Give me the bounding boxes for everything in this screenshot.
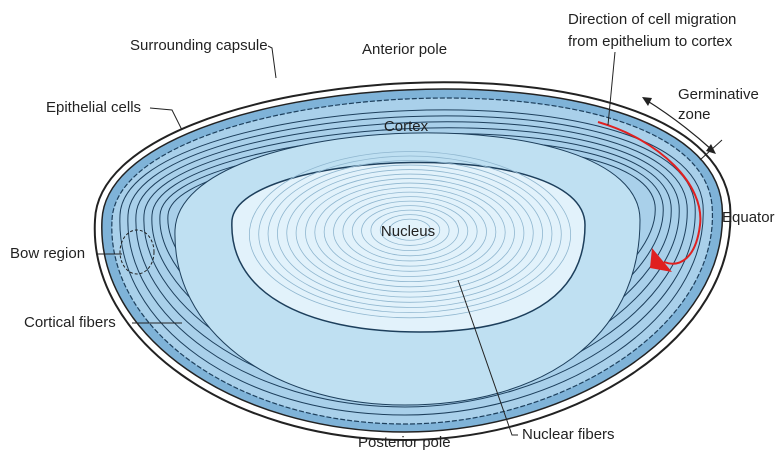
label: Epithelial cells [46,99,141,116]
label: Anterior pole [362,41,447,58]
label: Nuclear fibers [522,426,615,443]
label: Cortex [384,118,429,135]
label: Posterior pole [358,434,451,451]
label: Equator [722,209,775,226]
leader-epithelial [150,108,182,130]
label: from epithelium to cortex [568,33,733,50]
label: zone [678,106,711,123]
label: Bow region [10,245,85,262]
label: Germinative [678,86,759,103]
leader-capsule [268,46,276,78]
label: Surrounding capsule [130,37,268,54]
lens-diagram: Surrounding capsule Anterior pole Direct… [0,0,779,453]
label: Nucleus [381,223,435,240]
label: Cortical fibers [24,314,116,331]
label: Direction of cell migration [568,11,736,28]
germinative-arrow-left [642,97,652,106]
